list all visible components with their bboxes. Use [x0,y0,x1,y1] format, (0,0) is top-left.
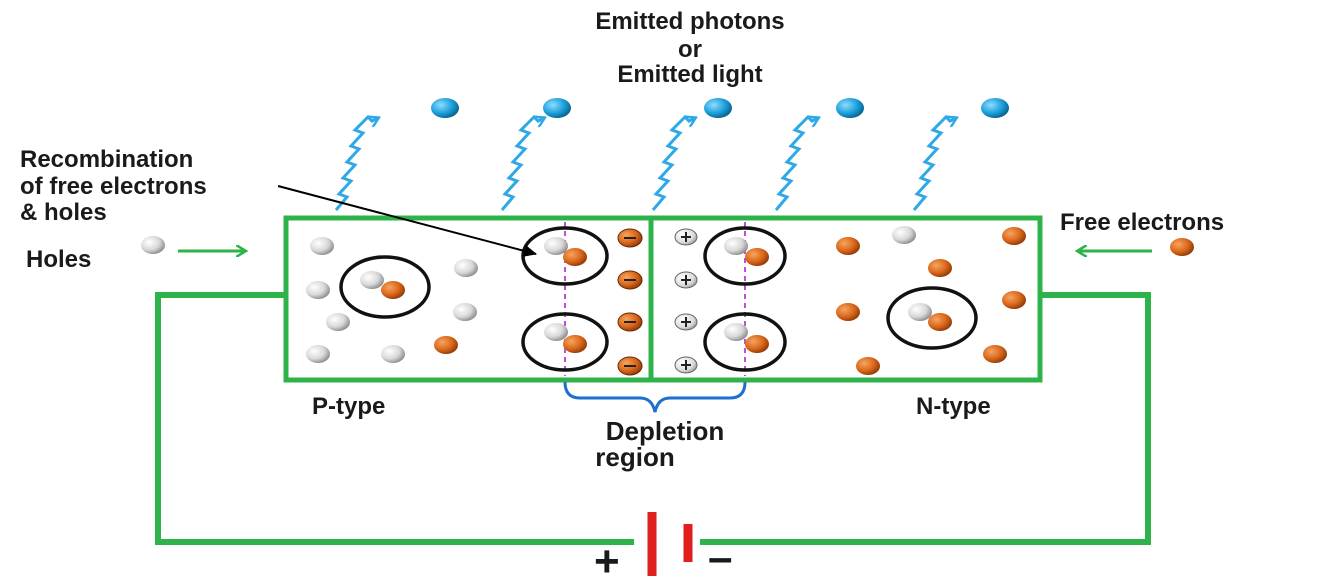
negative-ion-icon [617,312,643,332]
recombination-ring [521,312,609,372]
recombination-label-line-2: of free electrons [20,173,207,200]
free-electron-icon [836,303,860,321]
photon-particle-icon [704,98,732,118]
free-electron-icon [928,313,952,331]
recombination-ring [886,286,978,350]
free-electron-icon [745,248,769,266]
hole-particle-icon [724,323,748,341]
semiconductor-block [283,215,1043,383]
recombination-pointer [277,185,537,257]
negative-ion-icon [617,356,643,376]
negative-ion-icon [617,228,643,248]
photon-group [431,98,1009,118]
photon-wave [334,114,956,211]
free-electron-icon [928,259,952,277]
hole-particle-icon [326,313,350,331]
battery-minus-label: – [708,533,733,582]
hole-particle-icon [453,303,477,321]
hole-particle-icon [454,259,478,277]
free-electron-icon [1170,238,1194,256]
recombination-ring [703,226,787,286]
positive-ion-icon [674,228,698,246]
electron-group [381,227,1194,375]
title-line-3: Emitted light [617,61,763,88]
p-type-region [283,215,654,383]
hole-particle-icon [381,345,405,363]
recombination-ring [703,312,787,372]
hole-particle-icon [306,281,330,299]
photon-particle-icon [836,98,864,118]
depletion-brace [563,381,747,413]
title-line-1: Emitted photons [595,8,785,35]
photon-particle-icon [431,98,459,118]
free-electron-icon [563,248,587,266]
p-type-label: P-type [312,393,386,420]
recombination-label-line-1: Recombination [20,146,194,173]
hole-particle-icon [892,226,916,244]
recombination-ring [339,255,431,319]
n-type-region [648,215,1043,383]
free-electron-icon [434,336,458,354]
recombination-label-line-3: & holes [20,199,107,226]
holes-label: Holes [26,246,92,273]
positive-ion-group [674,228,698,374]
battery-icon [634,512,693,576]
free-electron-icon [745,335,769,353]
hole-particle-icon [544,237,568,255]
hole-group [141,226,932,363]
title-line-2: or [678,36,702,63]
free-electron-icon [856,357,880,375]
free-electron-icon [1002,291,1026,309]
hole-particle-icon [306,345,330,363]
positive-ion-icon [674,271,698,289]
depletion-label-line-2: region [595,442,675,472]
photon-particle-icon [981,98,1009,118]
negative-ion-group [617,228,643,376]
hole-particle-icon [141,236,165,254]
hole-particle-icon [908,303,932,321]
circuit-wire [155,292,1151,545]
free-electron-icon [563,335,587,353]
photon-particle-icon [543,98,571,118]
battery-plus-label: + [594,537,620,586]
hole-particle-icon [544,323,568,341]
free-electron-icon [381,281,405,299]
n-type-label: N-type [916,393,991,420]
free-electron-icon [1002,227,1026,245]
depletion-label-line-1: Depletion [605,416,725,446]
free-electron-icon [983,345,1007,363]
depletion-boundary [564,222,746,376]
negative-ion-icon [617,270,643,290]
hole-particle-icon [724,237,748,255]
positive-ion-icon [674,356,698,374]
free-electrons-label: Free electrons [1060,209,1225,236]
positive-ion-icon [674,313,698,331]
hole-particle-icon [360,271,384,289]
hole-particle-icon [310,237,334,255]
free-electron-icon [836,237,860,255]
